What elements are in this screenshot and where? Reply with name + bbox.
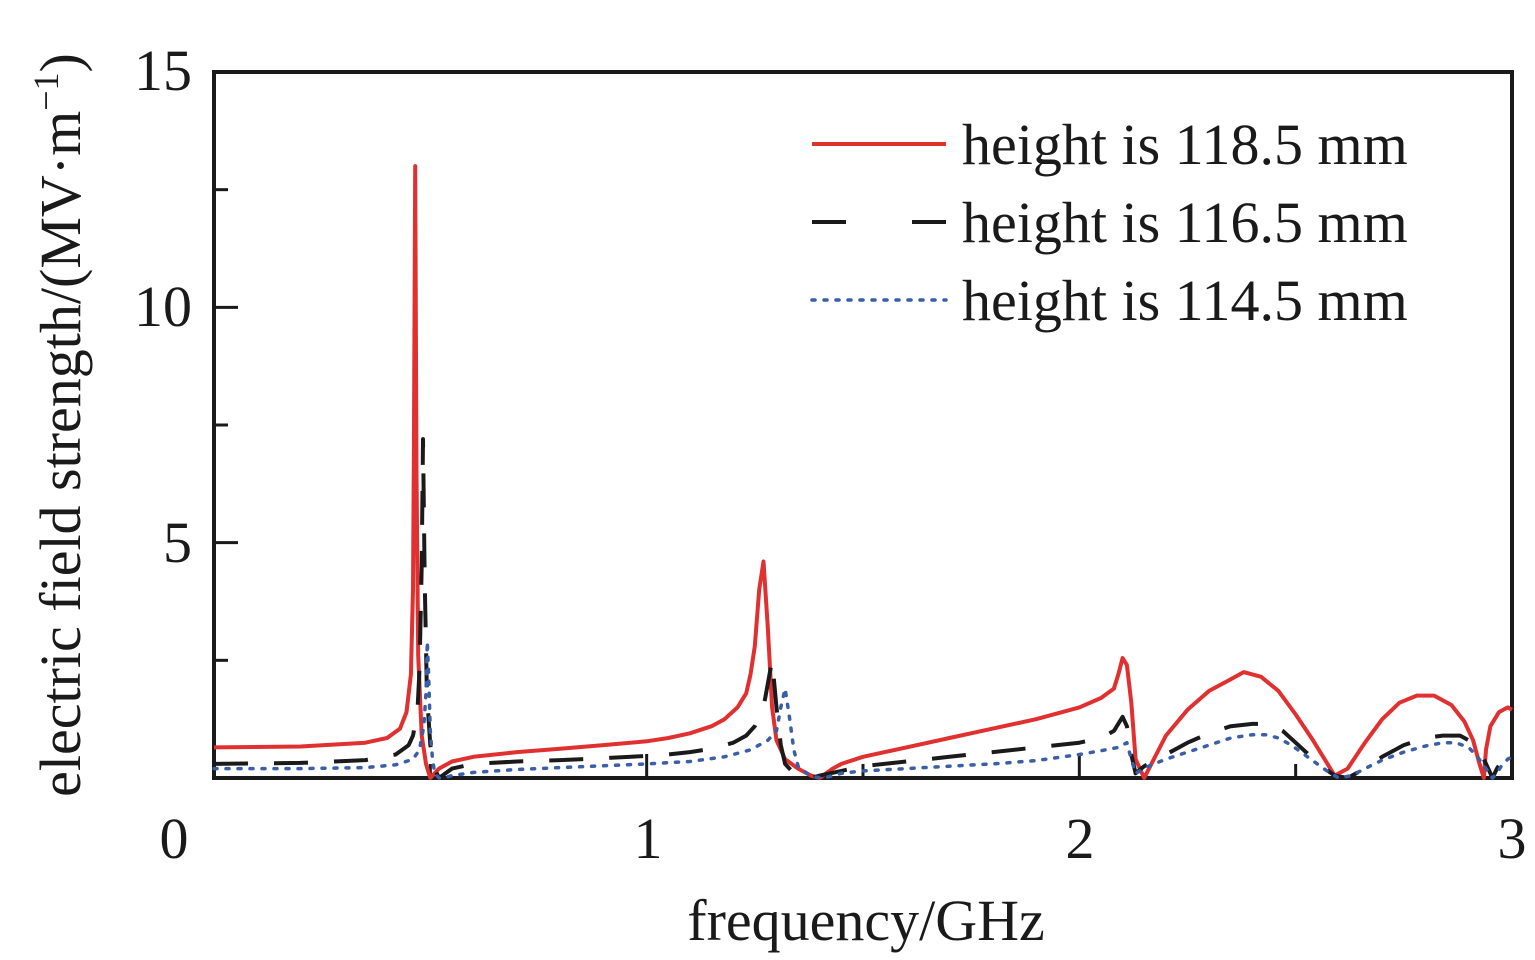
x-tick-label-0: 0 [160,806,189,871]
x-tick-label-1: 1 [634,806,663,871]
y-tick-label-10: 10 [134,274,192,339]
y-axis-label-main: electric field strength/(MV·m [28,111,93,797]
y-axis-label-superscript: −1 [26,72,66,110]
series-layer [212,164,1514,780]
x-axis-label: frequency/GHz [687,888,1045,953]
y-tick-label-15: 15 [134,38,192,103]
legend: height is 118.5 mm height is 116.5 mm he… [810,112,1408,333]
plot-frame [212,70,1514,780]
legend-label-116-5: height is 116.5 mm [962,190,1408,255]
x-tick-label-3: 3 [1498,806,1527,871]
y-axis-label: electric field strength/(MV·m−1) [26,53,93,797]
series-line-3 [212,639,1514,780]
series-line-2 [213,437,1513,780]
y-axis-label-close: ) [28,53,93,72]
series-line-1 [213,164,1513,780]
axis-ticks [214,188,1298,778]
y-tick-label-5: 5 [163,510,192,575]
legend-label-114-5: height is 114.5 mm [962,268,1408,333]
legend-label-118-5: height is 118.5 mm [962,112,1408,177]
x-tick-label-2: 2 [1066,806,1095,871]
